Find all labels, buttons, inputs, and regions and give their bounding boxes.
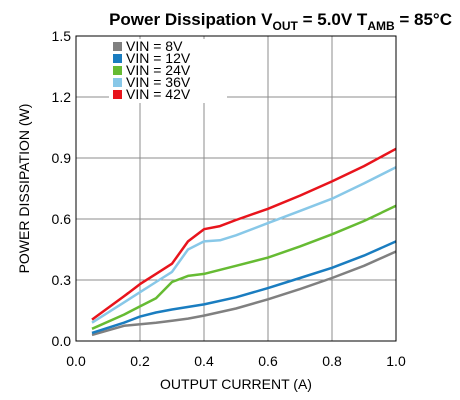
- series-line-4: [91, 166, 397, 324]
- series-line-1: [91, 250, 397, 337]
- x-tick-label: 0.2: [130, 353, 150, 369]
- legend-label: VIN = 36V: [126, 74, 191, 90]
- title-vout-value: = 5.0V T: [298, 10, 368, 29]
- legend-swatch: [113, 54, 122, 63]
- y-tick-label: 0.3: [52, 272, 72, 288]
- series-lines: [91, 147, 397, 337]
- series-line-5: [91, 147, 397, 321]
- x-tick-label: 0.4: [194, 353, 214, 369]
- legend-swatch: [113, 66, 122, 75]
- legend-label: VIN = 24V: [126, 62, 191, 78]
- legend-swatch: [113, 90, 122, 99]
- legend-label: VIN = 42V: [126, 86, 191, 102]
- x-tick-label: 0.0: [66, 353, 86, 369]
- y-ticks: 0.0 0.3 0.6 0.9 1.2 1.5: [52, 28, 72, 349]
- legend-label: VIN = 12V: [126, 50, 191, 66]
- series-line-2: [91, 240, 397, 335]
- x-tick-label: 0.6: [258, 353, 278, 369]
- y-axis-label: POWER DISSIPATION (W): [16, 104, 32, 274]
- title-tamb-value: = 85°C: [395, 10, 452, 29]
- y-tick-label: 1.2: [52, 89, 72, 105]
- x-ticks: 0.0 0.2 0.4 0.6 0.8 1.0: [66, 353, 406, 369]
- legend-background: [109, 39, 227, 103]
- title-prefix: Power Dissipation V: [109, 10, 273, 29]
- legend-label: VIN = 8V: [126, 38, 183, 54]
- y-tick-label: 0.6: [52, 211, 72, 227]
- title-vout-subscript: OUT: [273, 19, 299, 33]
- legend-swatch: [113, 42, 122, 51]
- x-tick-label: 1.0: [386, 353, 406, 369]
- y-tick-label: 0.0: [52, 333, 72, 349]
- x-tick-label: 0.8: [322, 353, 342, 369]
- y-tick-label: 0.9: [52, 150, 72, 166]
- series-line-3: [91, 204, 397, 330]
- plot-frame: [75, 35, 397, 342]
- legend-swatch: [113, 78, 122, 87]
- title-tamb-subscript: AMB: [367, 19, 395, 33]
- y-tick-label: 1.5: [52, 28, 72, 44]
- x-axis-label: OUTPUT CURRENT (A): [160, 376, 312, 392]
- chart-title: Power Dissipation VOUT = 5.0V TAMB = 85°…: [109, 10, 452, 33]
